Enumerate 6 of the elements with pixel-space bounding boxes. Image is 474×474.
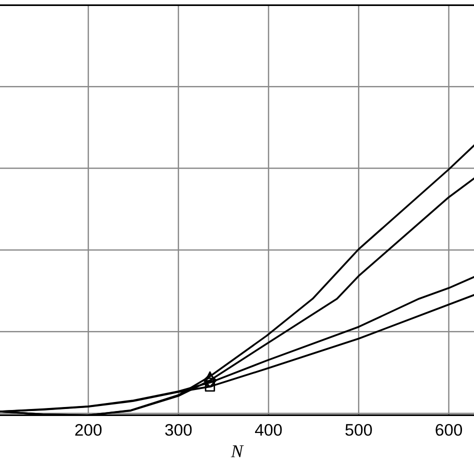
x-tick-label: 400: [255, 424, 282, 436]
x-tick-label: 500: [345, 424, 372, 436]
x-tick-label: 200: [75, 424, 102, 436]
x-tick-label: 300: [165, 424, 192, 436]
x-axis-title: N: [230, 445, 244, 458]
x-tick-label: 600: [436, 424, 462, 436]
